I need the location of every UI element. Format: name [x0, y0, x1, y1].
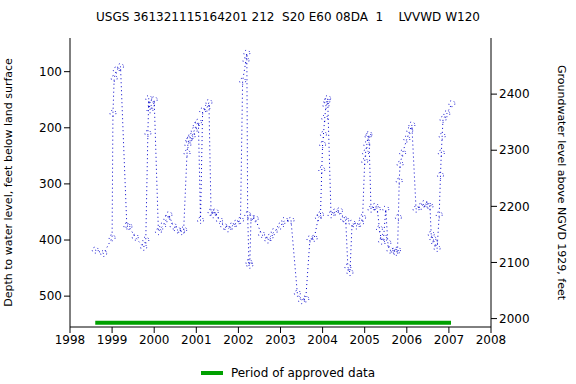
html-text:Period of approved data: Period of approved data [230, 366, 376, 380]
svg-text:2003: 2003 [265, 333, 296, 347]
svg-text:2007: 2007 [434, 333, 465, 347]
svg-text:1998: 1998 [55, 333, 86, 347]
svg-text:200: 200 [39, 121, 62, 135]
svg-text:2000: 2000 [139, 333, 170, 347]
svg-text:2004: 2004 [307, 333, 338, 347]
html-text:USGS 361321115164201 212 S20 E: USGS 361321115164201 212 S20 E60 08DA 1 … [96, 10, 480, 24]
svg-text:400: 400 [39, 233, 62, 247]
svg-text:2300: 2300 [499, 143, 530, 157]
svg-text:Groundwater level above NGVD 1: Groundwater level above NGVD 1929, feet [555, 65, 568, 301]
svg-text:500: 500 [39, 289, 62, 303]
svg-text:300: 300 [39, 177, 62, 191]
svg-text:2006: 2006 [392, 333, 423, 347]
svg-text:2001: 2001 [181, 333, 212, 347]
svg-text:1999: 1999 [97, 333, 128, 347]
svg-text:2200: 2200 [499, 200, 530, 214]
svg-text:2008: 2008 [476, 333, 507, 347]
svg-text:2005: 2005 [349, 333, 380, 347]
svg-text:2400: 2400 [499, 87, 530, 101]
svg-text:2100: 2100 [499, 256, 530, 270]
svg-text:Depth to water level, feet bel: Depth to water level, feet below land su… [8, 58, 15, 307]
svg-text:2000: 2000 [499, 312, 530, 326]
svg-text:100: 100 [39, 65, 62, 79]
svg-text:2002: 2002 [223, 333, 254, 347]
